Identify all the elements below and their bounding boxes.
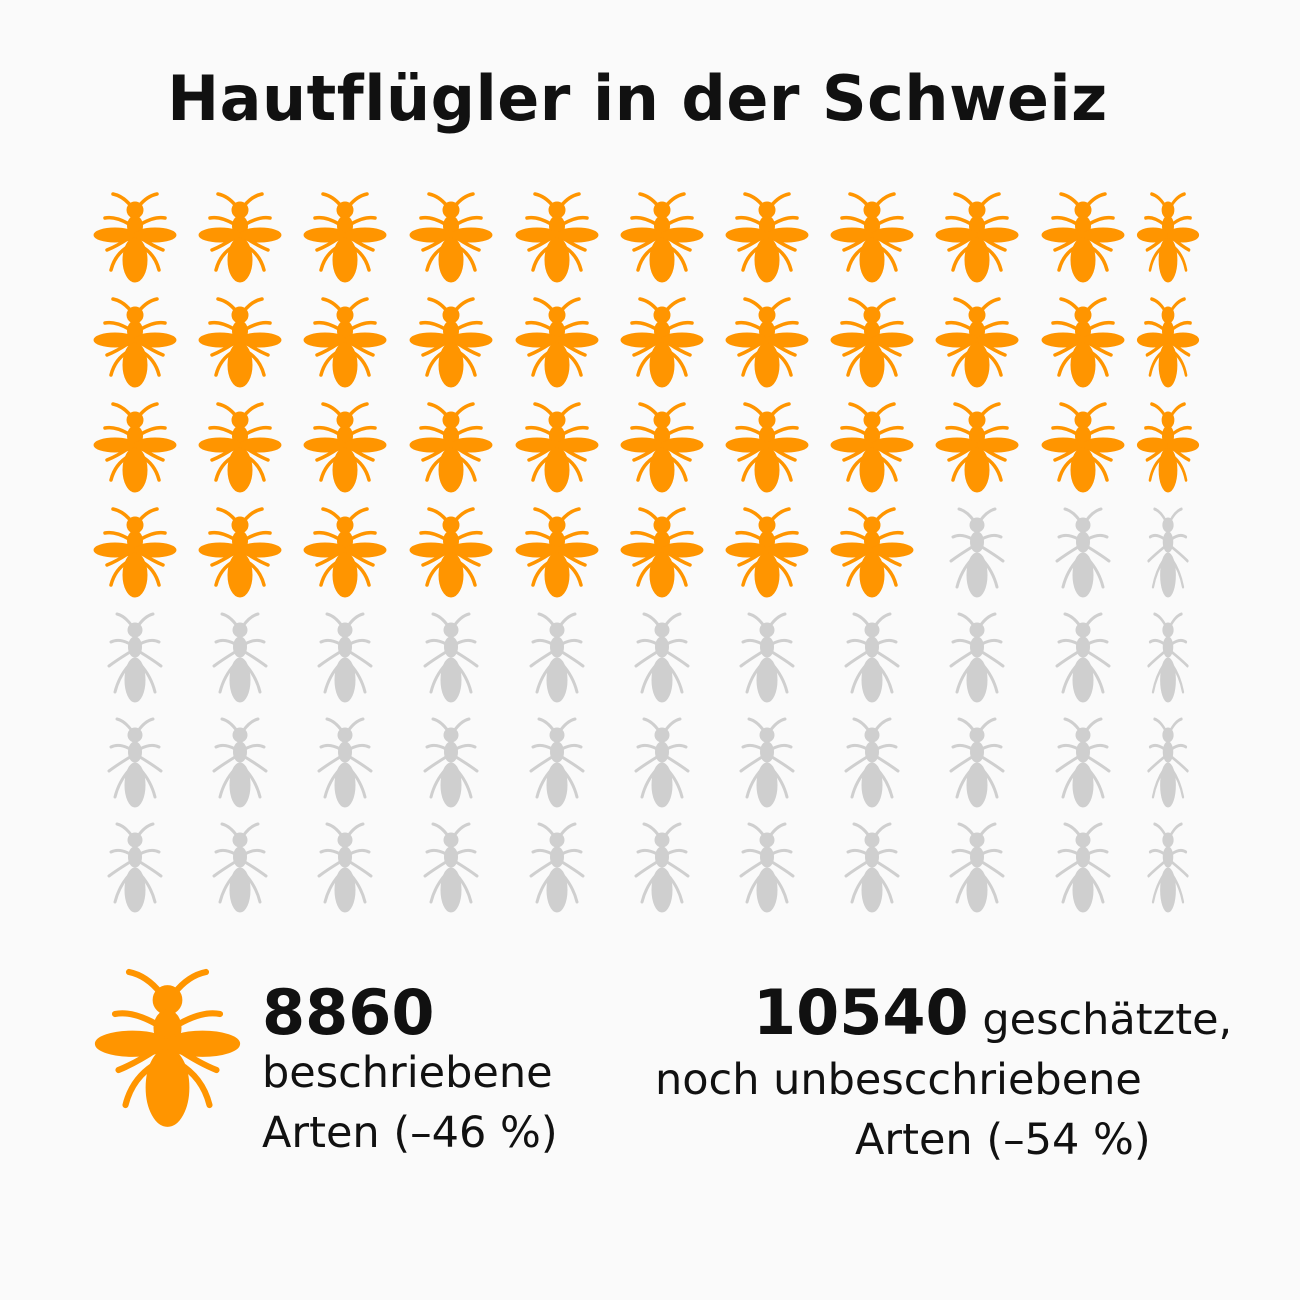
wasp-icon [92, 507, 178, 599]
undescribed-percent: Arten (–54 %) [855, 1115, 1151, 1165]
described-percent: Arten (–46 %) [262, 1108, 558, 1158]
ant-icon [317, 612, 373, 704]
ant-icon [949, 507, 1005, 599]
icon-array [92, 192, 1201, 914]
ant-icon [212, 822, 268, 914]
ant-icon [107, 822, 163, 914]
ant-icon [1055, 507, 1111, 599]
ant-icon [1147, 717, 1189, 809]
ant-icon [1055, 612, 1111, 704]
wasp-icon [619, 297, 705, 389]
described-label: beschriebene [262, 1048, 553, 1098]
wasp-icon [619, 402, 705, 494]
wasp-icon [1040, 297, 1126, 389]
wasp-icon [197, 402, 283, 494]
legend-undescribed: 10540 geschätzte, noch unbescchriebene A… [655, 982, 1235, 1170]
wasp-icon [1040, 402, 1126, 494]
ant-icon [317, 822, 373, 914]
ant-icon [739, 717, 795, 809]
ant-icon [634, 822, 690, 914]
ant-icon [844, 717, 900, 809]
wasp-icon [514, 297, 600, 389]
ant-icon [1147, 612, 1189, 704]
wasp-icon [514, 192, 600, 284]
wasp-icon [934, 402, 1020, 494]
ant-icon [1055, 822, 1111, 914]
ant-icon [739, 822, 795, 914]
ant-icon [529, 717, 585, 809]
wasp-icon [1135, 192, 1201, 284]
wasp-icon [197, 507, 283, 599]
wasp-icon [1135, 402, 1201, 494]
wasp-icon [724, 192, 810, 284]
wasp-icon [829, 507, 915, 599]
ant-icon [1147, 822, 1189, 914]
ant-icon [739, 612, 795, 704]
ant-icon [107, 717, 163, 809]
ant-icon [1055, 717, 1111, 809]
wasp-icon [408, 192, 494, 284]
wasp-icon [619, 192, 705, 284]
legend-wasp-icon [80, 965, 255, 1140]
wasp-icon [408, 507, 494, 599]
wasp-icon [829, 192, 915, 284]
wasp-icon [408, 297, 494, 389]
undescribed-label-1: geschätzte, [982, 995, 1233, 1045]
ant-icon [949, 717, 1005, 809]
wasp-icon [408, 402, 494, 494]
wasp-icon [197, 297, 283, 389]
undescribed-count: 10540 [753, 976, 969, 1049]
wasp-icon [934, 192, 1020, 284]
ant-icon [1147, 507, 1189, 599]
ant-icon [844, 612, 900, 704]
ant-icon [212, 717, 268, 809]
ant-icon [212, 612, 268, 704]
wasp-icon [302, 402, 388, 494]
wasp-icon [92, 297, 178, 389]
wasp-icon [829, 402, 915, 494]
wasp-icon [724, 402, 810, 494]
wasp-icon [829, 297, 915, 389]
ant-icon [949, 612, 1005, 704]
wasp-icon [724, 297, 810, 389]
wasp-icon [92, 402, 178, 494]
wasp-icon [1135, 297, 1201, 389]
legend-described: 8860 beschriebene Arten (–46 %) [262, 976, 558, 1163]
wasp-icon [724, 507, 810, 599]
wasp-icon [514, 507, 600, 599]
ant-icon [317, 717, 373, 809]
undescribed-label-2: noch unbescchriebene [655, 1055, 1142, 1105]
wasp-icon [619, 507, 705, 599]
ant-icon [423, 717, 479, 809]
ant-icon [949, 822, 1005, 914]
wasp-icon [302, 297, 388, 389]
wasp-icon [1040, 192, 1126, 284]
ant-icon [634, 612, 690, 704]
described-count: 8860 [262, 976, 435, 1049]
ant-icon [529, 612, 585, 704]
ant-icon [423, 822, 479, 914]
wasp-icon [302, 192, 388, 284]
ant-icon [529, 822, 585, 914]
ant-icon [844, 822, 900, 914]
chart-title: Hautflügler in der Schweiz [167, 62, 1108, 135]
ant-icon [634, 717, 690, 809]
wasp-icon [92, 192, 178, 284]
wasp-icon [934, 297, 1020, 389]
ant-icon [107, 612, 163, 704]
wasp-icon [514, 402, 600, 494]
wasp-icon [302, 507, 388, 599]
ant-icon [423, 612, 479, 704]
wasp-icon [197, 192, 283, 284]
